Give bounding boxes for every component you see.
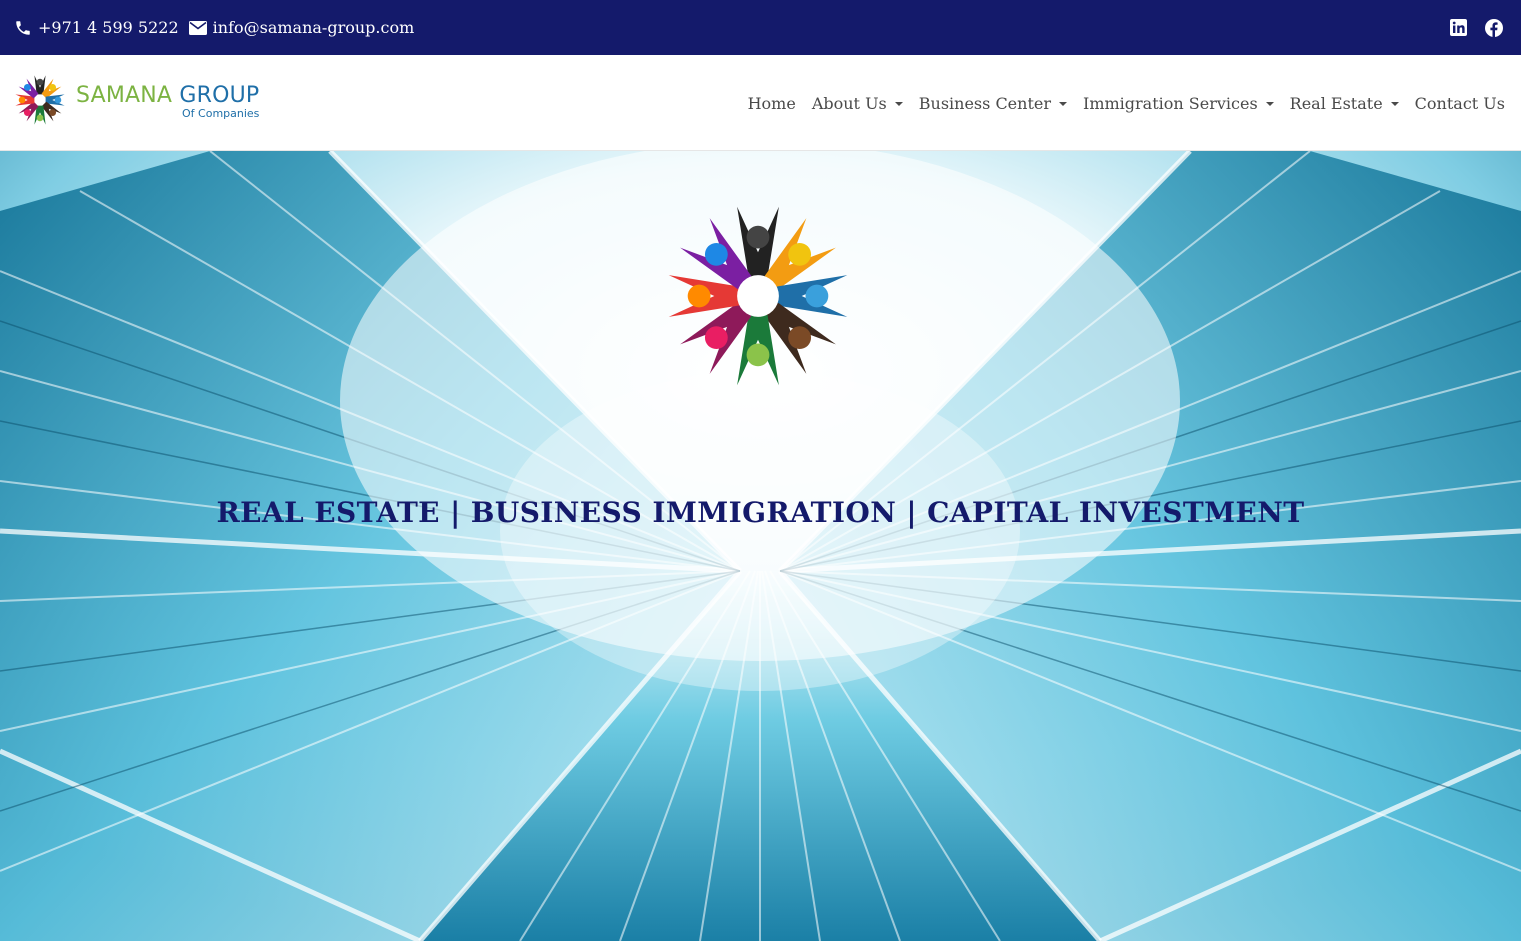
nav-item-contact-us[interactable]: Contact Us (1415, 94, 1505, 113)
nav-label-immigration-services: Immigration Services (1083, 93, 1258, 113)
facebook-link[interactable] (1485, 18, 1503, 37)
linkedin-icon (1450, 19, 1467, 36)
chevron-down-icon (894, 102, 903, 106)
brand-subtitle: Of Companies (182, 107, 260, 120)
nav-label-business-center: Business Center (918, 93, 1051, 113)
nav-item-immigration-services[interactable]: Immigration Services (1083, 94, 1274, 113)
hero-logo-icon (668, 206, 848, 386)
hero-banner: REAL ESTATE | BUSINESS IMMIGRATION | CAP… (0, 151, 1521, 941)
top-contact-bar: +971 4 599 5222 info@samana-group.com (0, 0, 1521, 55)
phone-link[interactable]: +971 4 599 5222 (14, 18, 179, 37)
nav-item-home[interactable]: Home (748, 94, 796, 113)
chevron-down-icon (1265, 102, 1274, 106)
phone-icon (14, 19, 32, 37)
mail-icon (188, 20, 207, 35)
hero-tagline: REAL ESTATE | BUSINESS IMMIGRATION | CAP… (216, 496, 1305, 529)
nav-label-real-estate: Real Estate (1289, 93, 1383, 113)
brand-text: SAMANA GROUP Of Companies (76, 85, 260, 120)
email-link[interactable]: info@samana-group.com (188, 18, 415, 37)
brand-name: SAMANA GROUP (76, 85, 259, 107)
brand-logo-link[interactable]: SAMANA GROUP Of Companies (12, 73, 259, 131)
facebook-icon (1485, 18, 1503, 37)
site-header: SAMANA GROUP Of Companies Home About Us … (0, 55, 1521, 151)
main-navigation: Home About Us Business Center Immigratio… (748, 55, 1505, 151)
nav-label-contact-us: Contact Us (1414, 93, 1505, 113)
social-links (1450, 0, 1503, 55)
phone-number[interactable]: +971 4 599 5222 (38, 18, 179, 37)
linkedin-link[interactable] (1450, 19, 1467, 36)
chevron-down-icon (1059, 102, 1067, 106)
nav-item-about-us[interactable]: About Us (812, 94, 903, 113)
chevron-down-icon (1390, 102, 1399, 106)
brand-name-group: GROUP (179, 83, 260, 108)
nav-label-home: Home (747, 93, 796, 113)
contact-info: +971 4 599 5222 info@samana-group.com (14, 0, 414, 55)
samana-logo-icon (12, 72, 68, 132)
email-address[interactable]: info@samana-group.com (212, 18, 415, 37)
brand-name-samana: SAMANA (76, 83, 173, 108)
nav-label-about-us: About Us (811, 93, 887, 113)
nav-item-real-estate[interactable]: Real Estate (1290, 94, 1399, 113)
nav-item-business-center[interactable]: Business Center (919, 94, 1067, 113)
